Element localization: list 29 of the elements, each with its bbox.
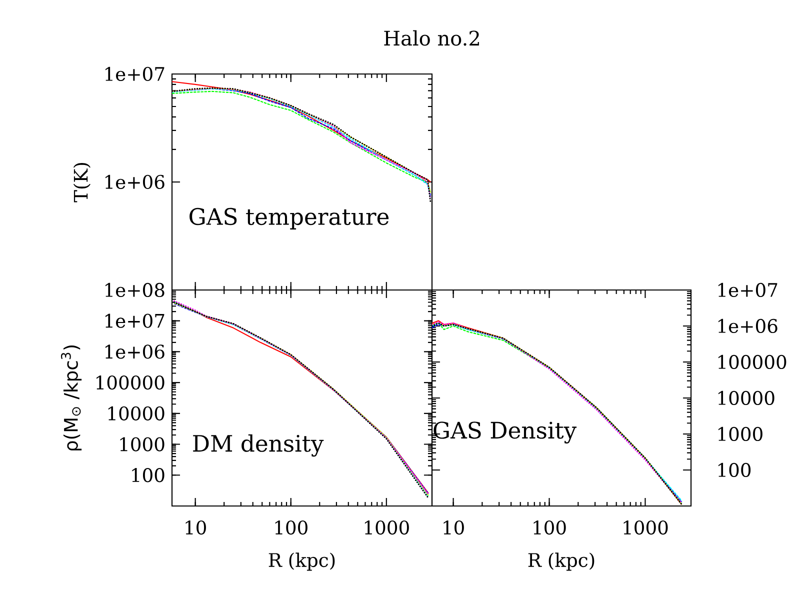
x-tick-label: 1000 [624,520,668,535]
y-tick-label: 100 [132,468,164,482]
chart-title: Halo no.2 [384,30,479,46]
y-tick-label: 1e+07 [718,282,778,298]
y-tick-label: 100000 [718,354,786,370]
y-tick-label: 100 [718,462,751,478]
annotation: GAS temperature [190,208,389,230]
y-tick-label: 1e+07 [105,66,164,82]
x-tick-label: 100 [534,520,566,535]
x-tick-label: 100 [275,520,308,535]
y-tick-label: 1000 [120,437,164,452]
y-tick-label: 10000 [108,406,164,420]
annotation: DM density [193,434,324,457]
x-tick-label: 10 [444,520,464,535]
y-tick-label: 1e+06 [105,344,164,359]
x-tick-label: 1000 [364,520,409,535]
y-tick-label: 1e+08 [105,282,164,298]
y-axis-title: T(K) [73,162,90,202]
y-tick-label: 1e+06 [718,318,778,334]
y-tick-label: 100000 [96,375,164,390]
x-axis-title: R (kpc) [268,552,335,571]
annotation: GAS Density [434,422,577,444]
x-tick-label: 10 [186,520,206,535]
y-tick-label: 1000 [718,426,762,442]
y-tick-label: 10000 [718,390,774,406]
x-axis-title: R (kpc) [528,552,594,571]
y-tick-label: 1e+07 [105,314,164,328]
y-axis-title: ρ(M$_{⊙}$ /kpc$^{3}$) [60,345,82,450]
y-tick-label: 1e+06 [105,174,164,190]
